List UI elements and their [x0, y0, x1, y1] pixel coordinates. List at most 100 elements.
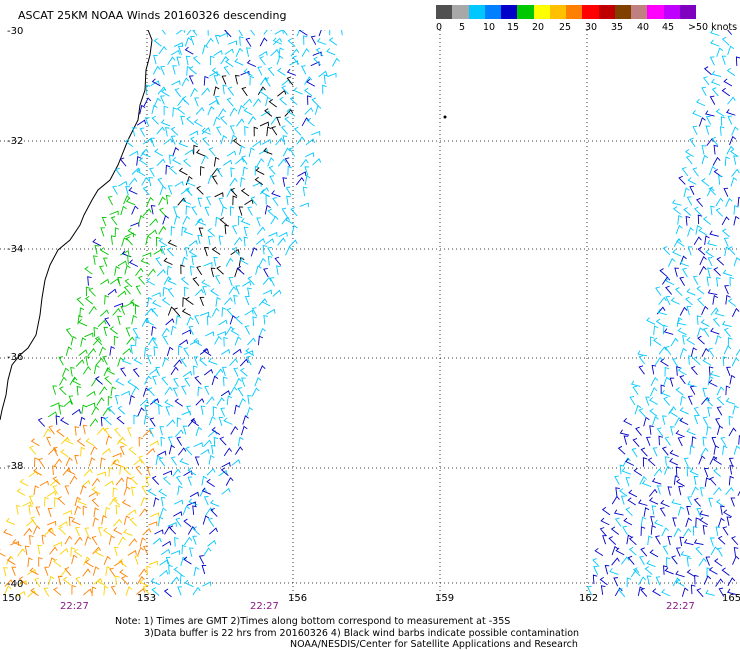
wind-barb [264, 108, 273, 117]
wind-barb [172, 65, 177, 75]
wind-barb [144, 117, 150, 127]
wind-barb [700, 319, 710, 327]
wind-barb [614, 517, 622, 527]
wind-barb [689, 468, 699, 476]
wind-barb [240, 188, 250, 197]
wind-barb [664, 436, 671, 446]
wind-barb [234, 446, 244, 455]
wind-barb [91, 486, 101, 495]
wind-barb [52, 446, 59, 457]
wind-barb [292, 55, 300, 65]
wind-barb [677, 506, 685, 516]
wind-barb [277, 89, 287, 97]
wind-barb [65, 457, 73, 467]
wind-barb [639, 475, 647, 485]
wind-barb [227, 40, 238, 46]
wind-barb [148, 560, 158, 566]
wind-barb [169, 154, 174, 165]
wind-barb [103, 416, 112, 426]
wind-barb [218, 469, 228, 477]
wind-barb [195, 106, 205, 115]
wind-barb [139, 508, 148, 517]
wind-barb [119, 157, 127, 167]
wind-barb [697, 214, 703, 225]
wind-barb [225, 325, 234, 335]
wind-barb [190, 417, 199, 427]
wind-barb [274, 30, 284, 35]
wind-barb [229, 315, 237, 325]
wind-barb [600, 585, 606, 595]
wind-barb [159, 559, 169, 566]
wind-barb [625, 458, 635, 466]
wind-barb [664, 456, 670, 466]
wind-barb [183, 228, 193, 236]
wind-barb [66, 467, 76, 475]
wind-barb [199, 296, 205, 307]
wind-barb [177, 45, 183, 55]
wind-barb [207, 228, 216, 237]
wind-barb [234, 336, 242, 346]
wind-barb [721, 55, 727, 65]
wind-barb [646, 575, 652, 585]
wind-barb [733, 257, 740, 267]
wind-barb [203, 75, 209, 86]
wind-barb [71, 517, 81, 526]
wind-barb [147, 229, 158, 237]
wind-barb [261, 298, 271, 307]
wind-barb [97, 319, 107, 328]
wind-barb [173, 511, 183, 517]
wind-barb [116, 436, 126, 445]
wind-barb [263, 147, 273, 155]
wind-barb [58, 405, 64, 415]
wind-barb [112, 487, 118, 498]
wind-barb [115, 477, 125, 486]
wind-barb [240, 425, 248, 436]
wind-barb [166, 419, 176, 427]
wind-barb [200, 448, 210, 455]
wind-barb [713, 445, 720, 455]
wind-barb [679, 259, 690, 267]
wind-barb [731, 307, 740, 317]
wind-barb [84, 527, 90, 537]
wind-barb [193, 338, 202, 347]
wind-barb [268, 231, 278, 237]
wind-barb [250, 30, 256, 36]
wind-barb [274, 256, 282, 266]
wind-barb [47, 507, 53, 518]
wind-barb [120, 305, 126, 315]
wind-barb [672, 577, 681, 587]
wind-barb [716, 256, 725, 266]
wind-barb [50, 402, 60, 408]
wind-barb [109, 567, 116, 577]
wind-barb [706, 276, 712, 287]
wind-barb [255, 265, 262, 275]
wind-barb [705, 397, 713, 407]
wind-barb [716, 406, 723, 416]
wind-barb [176, 106, 185, 115]
wind-map[interactable] [0, 30, 740, 601]
wind-barb [695, 225, 702, 235]
wind-barb [706, 567, 711, 577]
wind-barb [698, 117, 706, 127]
wind-barb [63, 400, 73, 408]
wind-barb [109, 326, 118, 335]
wind-barb [197, 197, 203, 207]
wind-barb [176, 417, 182, 427]
wind-barb [668, 409, 678, 418]
wind-barb [120, 390, 130, 396]
wind-barb [659, 507, 666, 517]
wind-barb [258, 50, 268, 57]
wind-barb [245, 348, 255, 356]
wind-barb [87, 348, 97, 357]
wind-barb [53, 587, 62, 596]
wind-barb [672, 517, 677, 527]
wind-barb [23, 527, 32, 536]
wind-barb [131, 386, 140, 396]
wind-barb [69, 516, 74, 527]
wind-barb [182, 370, 193, 377]
wind-barb [721, 36, 730, 46]
wind-barb [193, 566, 200, 577]
wind-barb [184, 37, 192, 47]
wind-barb [731, 536, 739, 546]
wind-barb [80, 484, 87, 495]
